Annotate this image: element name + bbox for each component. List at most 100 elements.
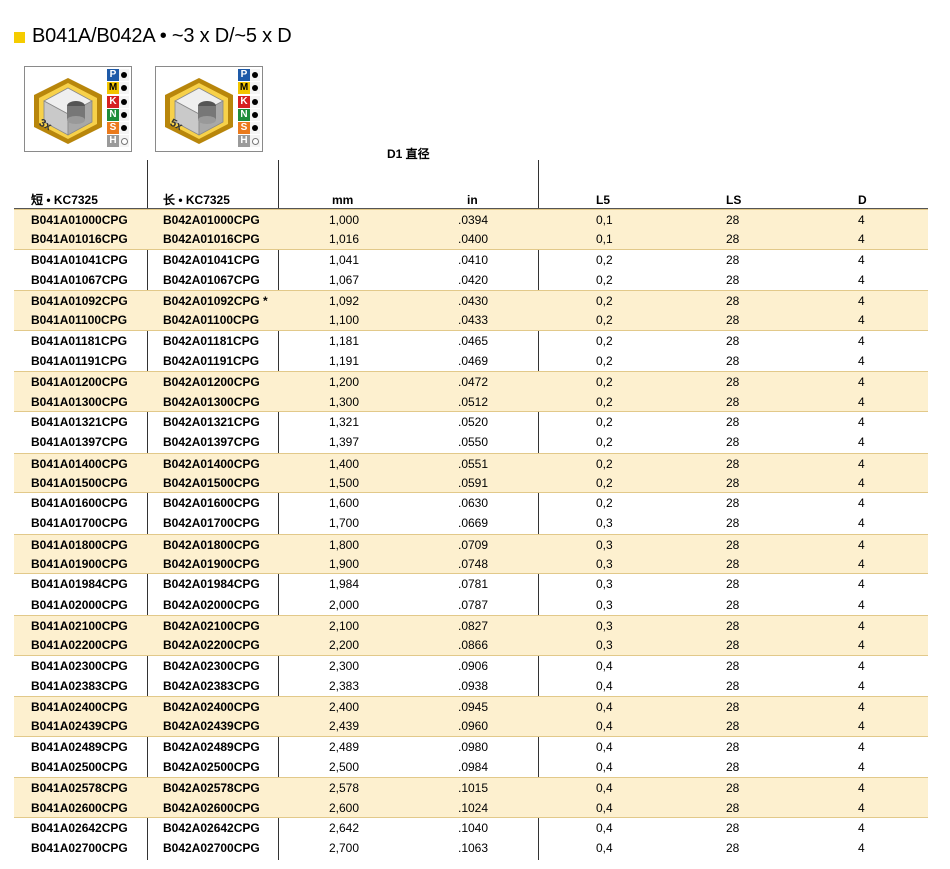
long-code-cell: B042A01000CPG xyxy=(163,213,260,227)
diameter-mm-cell: 1,700 xyxy=(329,516,360,531)
table-row: B041A02400CPG B042A02400CPG 2,400 .0945 0,4 2… xyxy=(14,696,928,717)
diameter-mm-cell: 2,000 xyxy=(329,597,360,612)
table-row: B041A02439CPG B042A02439CPG 2,439 .0960 0,4 2… xyxy=(14,716,928,737)
short-code-cell: B041A01500CPG xyxy=(31,475,128,490)
empty-dot-icon xyxy=(120,137,128,145)
d-cell: 4 xyxy=(858,719,865,734)
l5-cell: 0,2 xyxy=(596,394,613,409)
table-row: B041A01000CPG B042A01000CPG 1,000 .0394 0,1 2… xyxy=(14,209,928,230)
short-code-cell: B041A02500CPG xyxy=(31,760,128,775)
ls-cell: 28 xyxy=(726,456,740,471)
long-code-cell: B042A01900CPG xyxy=(163,557,260,572)
diameter-mm-cell: 2,578 xyxy=(329,781,360,796)
ls-cell: 28 xyxy=(726,557,740,572)
drill-hole-icon xyxy=(34,78,102,144)
diameter-mm-cell: 1,067 xyxy=(329,272,360,287)
column-divider xyxy=(538,160,539,860)
empty-dot-icon xyxy=(251,137,259,145)
header-short: 短 • KC7325 xyxy=(31,193,98,207)
diameter-mm-cell: 1,100 xyxy=(329,313,360,328)
filled-dot-icon xyxy=(252,111,258,118)
table-row: B041A02300CPG B042A02300CPG 2,300 .0906 0,4 2… xyxy=(14,656,928,676)
table-row: B041A02578CPG B042A02578CPG 2,578 .1015 0,4 2… xyxy=(14,777,928,798)
ls-cell: 28 xyxy=(726,638,740,653)
diameter-in-cell: .1024 xyxy=(458,800,489,815)
l5-cell: 0,2 xyxy=(596,313,613,328)
iso-group-column: P M K N S H xyxy=(238,69,260,149)
page-title: B041A/B042A • ~3 x D/~5 x D xyxy=(32,24,292,47)
ls-cell: 28 xyxy=(726,252,740,267)
ls-cell: 28 xyxy=(726,414,740,429)
ls-cell: 28 xyxy=(726,739,740,754)
long-code-cell: B042A01400CPG xyxy=(163,456,260,471)
l5-cell: 0,4 xyxy=(596,719,613,734)
l5-cell: 0,4 xyxy=(596,658,613,673)
filled-dot-icon xyxy=(121,98,127,105)
table-row: B041A01191CPG B042A01191CPG 1,191 .0469 0,2 2… xyxy=(14,351,928,371)
d-cell: 4 xyxy=(858,272,865,287)
short-code-cell: B041A01016CPG xyxy=(31,232,128,247)
diameter-mm-cell: 2,100 xyxy=(329,618,360,633)
ls-cell: 28 xyxy=(726,658,740,673)
iso-s-label: S xyxy=(238,122,250,135)
l5-cell: 0,2 xyxy=(596,435,613,450)
table-row: B041A02600CPG B042A02600CPG 2,600 .1024 0,4 2… xyxy=(14,797,928,818)
long-code-cell: B042A01016CPG xyxy=(163,232,260,247)
long-code-cell: B042A01200CPG xyxy=(163,375,260,390)
table-row: B041A02700CPG B042A02700CPG 2,700 .1063 0,4 2… xyxy=(14,838,928,858)
diameter-mm-cell: 1,500 xyxy=(329,475,360,490)
filled-dot-icon xyxy=(121,72,127,78)
diameter-mm-cell: 1,400 xyxy=(329,456,360,471)
drill-depth-badge-5x: 5x P M K N S H xyxy=(155,66,263,152)
header-l5: L5 xyxy=(596,193,611,207)
iso-k-label: K xyxy=(107,95,119,108)
diameter-mm-cell: 1,000 xyxy=(329,213,360,227)
iso-group-column: P M K N S H xyxy=(107,69,129,149)
short-code-cell: B041A01400CPG xyxy=(31,456,128,471)
d-cell: 4 xyxy=(858,597,865,612)
short-code-cell: B041A01300CPG xyxy=(31,394,128,409)
l5-cell: 0,2 xyxy=(596,496,613,511)
d-cell: 4 xyxy=(858,456,865,471)
filled-dot-icon xyxy=(252,125,258,132)
product-table: B041A01000CPG B042A01000CPG 1,000 .0394 0,1 2… xyxy=(14,209,928,859)
short-code-cell: B041A02400CPG xyxy=(31,700,128,715)
short-code-cell: B041A01600CPG xyxy=(31,496,128,511)
long-code-cell: B042A01600CPG xyxy=(163,496,260,511)
table-row: B041A01067CPG B042A01067CPG 1,067 .0420 0,2 2… xyxy=(14,270,928,290)
long-code-cell: B042A02100CPG xyxy=(163,618,260,633)
table-row: B041A01300CPG B042A01300CPG 1,300 .0512 0,2 2… xyxy=(14,391,928,412)
iso-k-label: K xyxy=(238,95,250,108)
iso-p-label: P xyxy=(107,69,119,81)
ls-cell: 28 xyxy=(726,537,740,552)
long-code-cell: B042A02439CPG xyxy=(163,719,260,734)
short-code-cell: B041A01397CPG xyxy=(31,435,128,450)
diameter-mm-cell: 1,092 xyxy=(329,294,360,309)
long-code-cell: B042A01984CPG xyxy=(163,577,260,592)
short-code-cell: B041A01067CPG xyxy=(31,272,128,287)
l5-cell: 0,3 xyxy=(596,618,613,633)
ls-cell: 28 xyxy=(726,213,740,227)
iso-s-label: S xyxy=(107,122,119,135)
d1-diameter-group-label: D1 直径 xyxy=(387,147,430,161)
long-code-cell: B042A02500CPG xyxy=(163,760,260,775)
ls-cell: 28 xyxy=(726,577,740,592)
diameter-mm-cell: 1,016 xyxy=(329,232,360,247)
diameter-in-cell: .0709 xyxy=(458,537,489,552)
iso-p-label: P xyxy=(238,69,250,81)
table-row: B041A01900CPG B042A01900CPG 1,900 .0748 0,3 2… xyxy=(14,554,928,575)
ls-cell: 28 xyxy=(726,800,740,815)
d-cell: 4 xyxy=(858,435,865,450)
d-cell: 4 xyxy=(858,252,865,267)
diameter-in-cell: .0945 xyxy=(458,700,489,715)
l5-cell: 0,4 xyxy=(596,760,613,775)
l5-cell: 0,3 xyxy=(596,557,613,572)
d-cell: 4 xyxy=(858,394,865,409)
d-cell: 4 xyxy=(858,557,865,572)
short-code-cell: B041A01321CPG xyxy=(31,414,128,429)
long-code-cell: B042A01700CPG xyxy=(163,516,260,531)
long-code-cell: B042A01067CPG xyxy=(163,272,260,287)
table-row: B041A02100CPG B042A02100CPG 2,100 .0827 0,3 2… xyxy=(14,614,928,636)
short-code-cell: B041A02000CPG xyxy=(31,597,128,612)
diameter-mm-cell: 1,984 xyxy=(329,577,360,592)
